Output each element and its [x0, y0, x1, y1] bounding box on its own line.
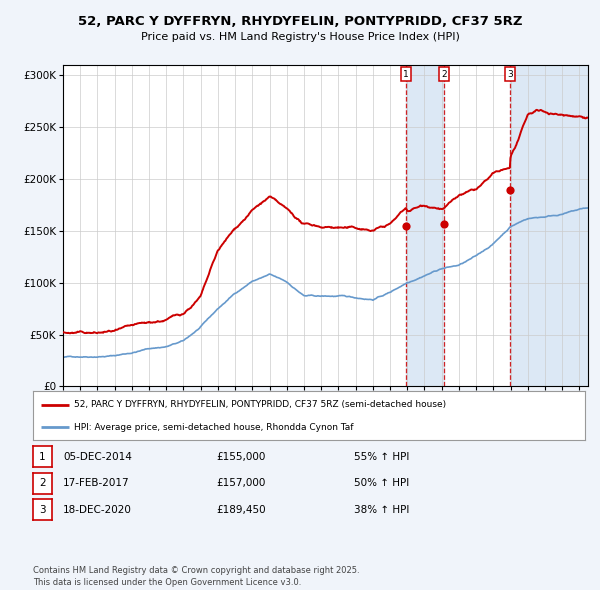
Point: [439, 219, 449, 228]
Text: 52, PARC Y DYFFRYN, RHYDYFELIN, PONTYPRIDD, CF37 5RZ: 52, PARC Y DYFFRYN, RHYDYFELIN, PONTYPRI…: [78, 15, 522, 28]
Text: 50% ↑ HPI: 50% ↑ HPI: [354, 478, 409, 488]
Point: [401, 221, 410, 230]
Text: £155,000: £155,000: [216, 452, 265, 461]
Point: [505, 185, 515, 195]
Text: 18-DEC-2020: 18-DEC-2020: [63, 505, 132, 514]
Text: 05-DEC-2014: 05-DEC-2014: [63, 452, 132, 461]
Text: £157,000: £157,000: [216, 478, 265, 488]
Bar: [406, 65, 444, 386]
Text: Price paid vs. HM Land Registry's House Price Index (HPI): Price paid vs. HM Land Registry's House …: [140, 32, 460, 42]
Text: 3: 3: [507, 70, 513, 78]
Text: 3: 3: [39, 505, 46, 514]
Text: 55% ↑ HPI: 55% ↑ HPI: [354, 452, 409, 461]
Text: Contains HM Land Registry data © Crown copyright and database right 2025.
This d: Contains HM Land Registry data © Crown c…: [33, 566, 359, 587]
Text: 2: 2: [441, 70, 446, 78]
Text: 52, PARC Y DYFFRYN, RHYDYFELIN, PONTYPRIDD, CF37 5RZ (semi-detached house): 52, PARC Y DYFFRYN, RHYDYFELIN, PONTYPRI…: [74, 400, 446, 409]
Text: 38% ↑ HPI: 38% ↑ HPI: [354, 505, 409, 514]
Bar: [510, 65, 588, 386]
Text: HPI: Average price, semi-detached house, Rhondda Cynon Taf: HPI: Average price, semi-detached house,…: [74, 423, 354, 432]
Text: 1: 1: [403, 70, 409, 78]
Text: 2: 2: [39, 478, 46, 488]
Text: 1: 1: [39, 452, 46, 461]
Text: 17-FEB-2017: 17-FEB-2017: [63, 478, 130, 488]
Text: £189,450: £189,450: [216, 505, 266, 514]
